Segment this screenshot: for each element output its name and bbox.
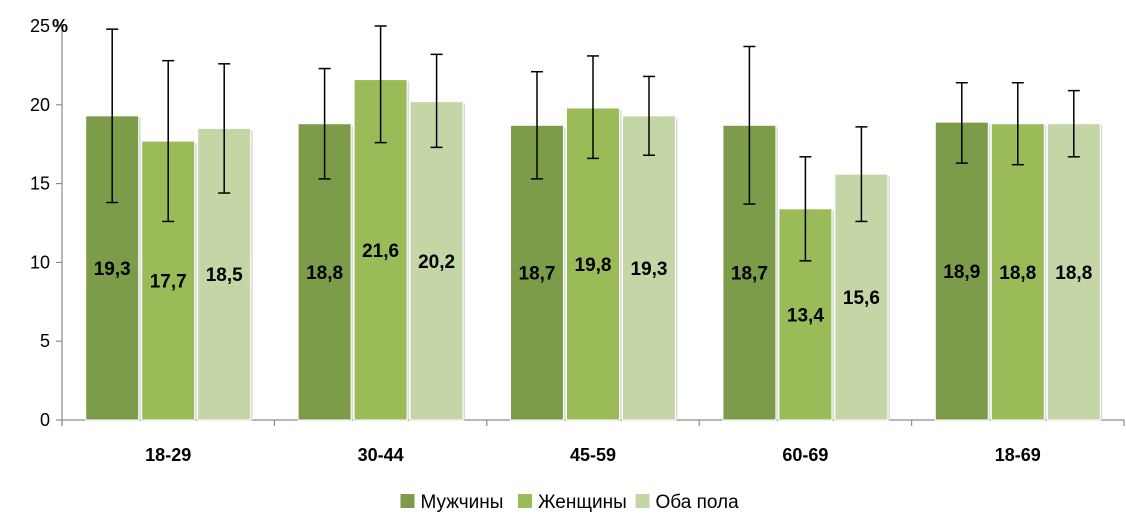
legend: Мужчины Женщины Оба пола	[400, 492, 740, 513]
x-category-label: 18-69	[995, 445, 1041, 465]
x-category-label: 30-44	[358, 445, 404, 465]
legend-swatch	[635, 494, 650, 508]
y-tick-label: 10	[30, 252, 50, 272]
y-tick-label: 20	[30, 95, 50, 115]
legend-label: Мужчины	[421, 492, 504, 513]
data-label: 21,6	[362, 241, 399, 262]
x-category-label: 18-29	[145, 445, 191, 465]
data-label: 18,9	[943, 262, 980, 283]
legend-swatch	[400, 494, 415, 508]
y-tick-label: 15	[30, 174, 50, 194]
bar	[566, 107, 620, 421]
y-tick-label: 0	[40, 410, 50, 430]
data-label: 19,3	[631, 259, 668, 280]
data-label: 15,6	[843, 288, 880, 309]
bar	[934, 121, 989, 421]
bar	[990, 123, 1045, 421]
bar	[622, 115, 676, 421]
legend-swatch	[518, 494, 532, 508]
x-category-label: 60-69	[782, 445, 828, 465]
data-label: 19,8	[575, 255, 612, 276]
y-unit-label: %	[52, 16, 68, 36]
data-label: 20,2	[418, 252, 455, 273]
bar	[409, 101, 464, 421]
data-label: 18,8	[999, 263, 1036, 284]
legend-label: Оба пола	[656, 492, 740, 513]
data-label: 18,8	[306, 263, 343, 284]
data-label: 13,4	[787, 305, 824, 326]
data-label: 18,7	[519, 264, 556, 285]
x-category-label: 45-59	[570, 445, 616, 465]
legend-label: Женщины	[538, 492, 627, 513]
data-label: 19,3	[94, 259, 131, 280]
data-label: 18,8	[1055, 263, 1092, 284]
y-tick-label: 5	[40, 331, 50, 351]
y-tick-label: 25	[30, 16, 50, 36]
data-labels: 19,3 17,7 18,5 18,8 21,6 20,2 18,7 19,8 19,3 18,7…	[94, 241, 1093, 327]
data-label: 18,5	[206, 265, 243, 286]
error-bars	[106, 25, 1080, 262]
bars	[85, 79, 1103, 421]
data-label: 18,7	[731, 264, 768, 285]
data-label: 17,7	[150, 272, 187, 293]
